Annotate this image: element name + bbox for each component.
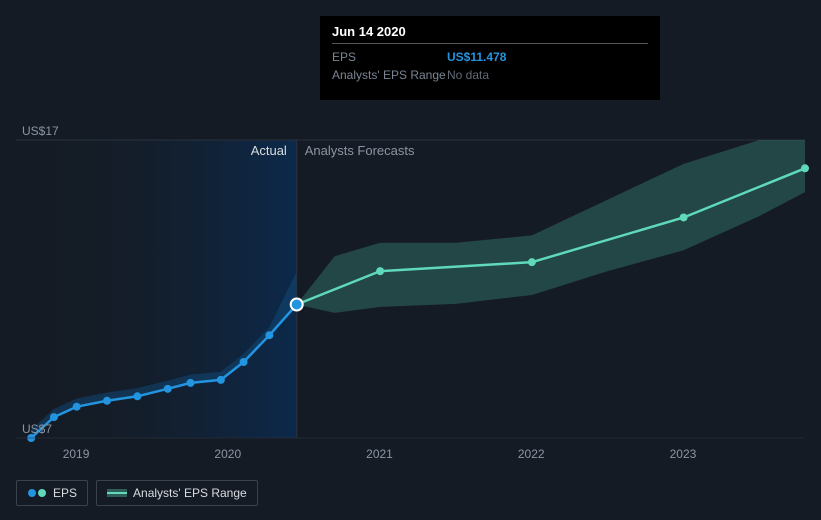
legend-item[interactable]: Analysts' EPS Range [96,480,258,506]
y-axis-label: US$17 [22,124,59,138]
region-label-forecasts: Analysts Forecasts [305,143,415,158]
tooltip-row-label: Analysts' EPS Range [332,68,447,82]
legend-label: Analysts' EPS Range [133,486,247,500]
x-axis-label: 2021 [366,447,393,461]
tooltip-row-value: US$11.478 [447,50,506,64]
x-axis-label: 2022 [518,447,545,461]
tooltip-row-value: No data [447,68,489,82]
legend-label: EPS [53,486,77,500]
eps-chart-container: Jun 14 2020 EPSUS$11.478Analysts' EPS Ra… [0,0,821,520]
chart-legend: EPS Analysts' EPS Range [16,480,258,506]
tooltip-row: Analysts' EPS RangeNo data [332,68,648,82]
region-label-actual: Actual [251,143,287,158]
x-axis-label: 2019 [63,447,90,461]
x-axis-label: 2020 [214,447,241,461]
legend-item[interactable]: EPS [16,480,88,506]
tooltip-row: EPSUS$11.478 [332,50,648,64]
tooltip-divider [332,43,648,44]
chart-tooltip: Jun 14 2020 EPSUS$11.478Analysts' EPS Ra… [320,16,660,100]
x-axis-label: 2023 [670,447,697,461]
tooltip-row-label: EPS [332,50,447,64]
legend-band-icon [107,488,127,498]
y-axis-label: US$7 [22,422,52,436]
tooltip-date: Jun 14 2020 [332,24,648,39]
legend-dot-icon [27,488,47,498]
